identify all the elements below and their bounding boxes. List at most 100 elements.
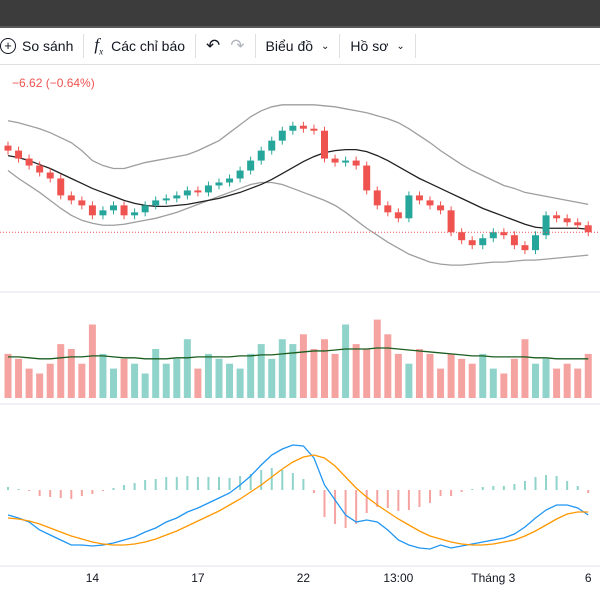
volume-bar xyxy=(563,363,571,398)
histogram-bar xyxy=(302,479,305,490)
histogram-bar xyxy=(429,490,431,503)
volume-bar xyxy=(553,368,561,398)
histogram-bar xyxy=(386,490,389,508)
volume-bar xyxy=(78,363,86,398)
chart-menu[interactable]: Biểu đồ ⌄ xyxy=(256,28,340,64)
candle-body xyxy=(468,240,476,246)
histogram-bar xyxy=(281,470,284,490)
candle-body xyxy=(173,195,181,199)
volume-bar xyxy=(363,349,371,398)
candle-body xyxy=(204,185,212,193)
redo-button[interactable]: ↷ xyxy=(230,36,245,55)
divider xyxy=(339,34,341,58)
candle-body xyxy=(289,125,297,131)
candle-body xyxy=(426,200,434,206)
candle-body xyxy=(510,235,518,246)
volume-bar xyxy=(299,334,307,398)
volume-bar xyxy=(268,358,276,398)
volume-bar xyxy=(183,339,191,398)
histogram-bar xyxy=(80,490,83,496)
histogram-bar xyxy=(460,490,463,492)
histogram-bar xyxy=(534,477,537,490)
histogram-bar xyxy=(492,486,495,490)
candle-body xyxy=(394,212,402,219)
volume-bar xyxy=(46,363,54,398)
x-tick-label: 13:00 xyxy=(383,571,413,585)
volume-ma-line xyxy=(8,347,589,360)
histogram-bar xyxy=(133,483,136,490)
indicator-line xyxy=(7,170,589,266)
candle-body xyxy=(342,160,350,163)
volume-bar xyxy=(36,373,44,398)
candle-body xyxy=(141,205,149,213)
candle-body xyxy=(321,130,328,159)
candle-body xyxy=(226,178,234,183)
histogram-bar xyxy=(323,490,326,517)
candle-body xyxy=(57,178,65,196)
volume-bar xyxy=(584,353,592,398)
histogram-bar xyxy=(513,484,516,490)
volume-bar xyxy=(15,358,23,398)
volume-bar xyxy=(437,368,445,398)
divider xyxy=(195,34,197,58)
histogram-bar xyxy=(186,476,189,490)
histogram-bar xyxy=(165,477,168,490)
histogram-bar xyxy=(260,470,263,490)
histogram-bar xyxy=(555,476,558,490)
volume-bar xyxy=(500,373,508,398)
volume-bar xyxy=(574,368,582,398)
histogram-bar xyxy=(239,476,242,490)
histogram-bar xyxy=(270,468,273,490)
histogram-bar xyxy=(502,486,505,490)
volume-bar xyxy=(141,373,149,398)
candle-body xyxy=(542,215,550,236)
volume-bar xyxy=(532,363,539,398)
histogram-bar xyxy=(566,481,569,490)
undo-button[interactable]: ↶ xyxy=(206,36,221,55)
histogram-bar xyxy=(38,490,41,496)
volume-bar xyxy=(394,353,402,398)
candle-body xyxy=(120,205,128,216)
label: Hồ sơ xyxy=(350,38,389,54)
histogram-bar xyxy=(365,490,368,513)
volume-bar xyxy=(131,363,139,398)
indicators-button[interactable]: fx Các chỉ báo xyxy=(84,28,195,64)
x-tick-label: Tháng 3 xyxy=(471,571,515,585)
histogram-bar xyxy=(344,490,347,528)
volume-bar xyxy=(521,339,529,398)
volume-bar xyxy=(257,344,265,398)
compare-button[interactable]: + So sánh xyxy=(0,28,83,64)
profile-menu[interactable]: Hồ sơ ⌄ xyxy=(340,28,414,64)
candle-body xyxy=(384,205,392,213)
volume-bar xyxy=(88,324,96,398)
histogram-bar xyxy=(545,475,548,490)
histogram-bar xyxy=(49,490,52,497)
histogram-bar xyxy=(123,485,126,490)
volume-bar xyxy=(468,363,476,398)
histogram-bar xyxy=(112,488,115,490)
chevron: ⌄ xyxy=(396,40,405,52)
histogram-bar xyxy=(450,490,453,496)
volume-bar xyxy=(458,358,466,398)
volume-bar xyxy=(331,353,339,398)
histogram-bar xyxy=(587,490,590,493)
volume-bar xyxy=(405,363,413,398)
volume-bar xyxy=(342,324,350,398)
candle-body xyxy=(88,205,96,216)
fx-icon: fx xyxy=(94,35,104,57)
histogram-bar xyxy=(175,477,178,490)
histogram-bar xyxy=(312,490,315,493)
volume-bar xyxy=(489,368,497,398)
histogram-bar xyxy=(523,481,526,490)
candle-body xyxy=(500,232,508,236)
candle-body xyxy=(78,200,86,206)
volume-bar xyxy=(510,358,518,398)
candle-body xyxy=(373,190,381,206)
x-tick-label: 14 xyxy=(86,571,100,585)
volume-bar xyxy=(278,339,286,398)
candle-body xyxy=(247,160,255,171)
candle-body xyxy=(584,225,592,233)
candle-body xyxy=(437,205,445,211)
histogram-bar xyxy=(101,490,104,491)
volume-bar xyxy=(99,353,107,398)
